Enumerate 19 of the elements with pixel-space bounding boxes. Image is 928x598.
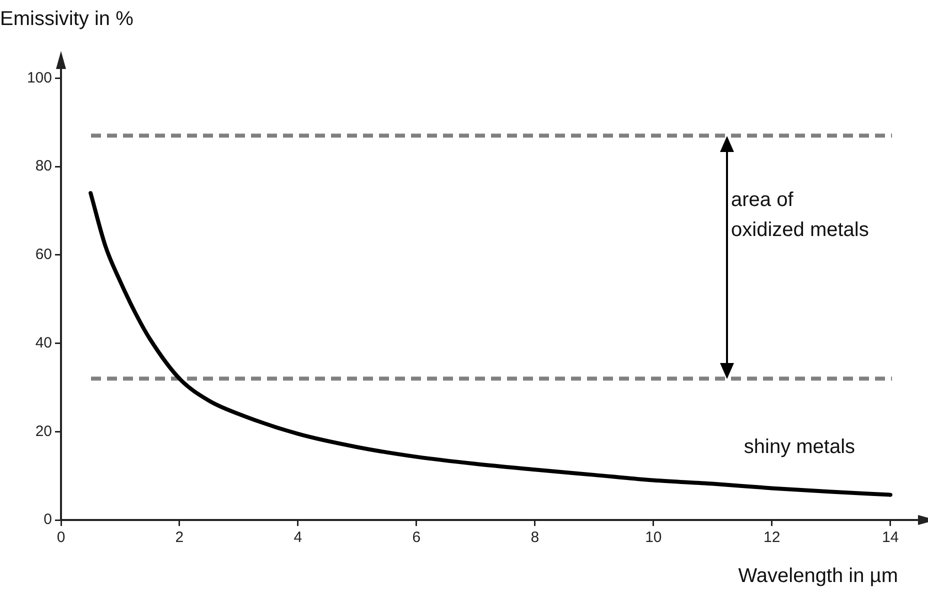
x-tick-label: 4: [294, 529, 302, 546]
x-tick-label: 8: [530, 529, 540, 546]
y-tick-label: 60: [35, 246, 52, 264]
annotation: shiny metals: [744, 435, 856, 460]
y-axis-title: Emissivity in %: [0, 8, 134, 31]
x-tick-label: 14: [882, 529, 899, 546]
y-tick-label: 20: [35, 422, 52, 440]
x-tick-label: 6: [412, 529, 421, 546]
x-tick-label: 2: [175, 529, 184, 546]
x-tick-label: 12: [764, 529, 780, 546]
y-tick-label: 100: [26, 69, 52, 86]
y-tick-label: 80: [35, 158, 52, 175]
line-series: [88, 191, 892, 497]
x-tick-label: 0: [56, 529, 66, 546]
annotation: area of oxidized metals: [731, 188, 870, 244]
x-axis-title: Wavelength in µm: [738, 565, 898, 588]
x-tick-label: 10: [645, 529, 662, 546]
y-tick-label: 0: [44, 511, 52, 528]
y-tick-label: 40: [35, 334, 52, 352]
